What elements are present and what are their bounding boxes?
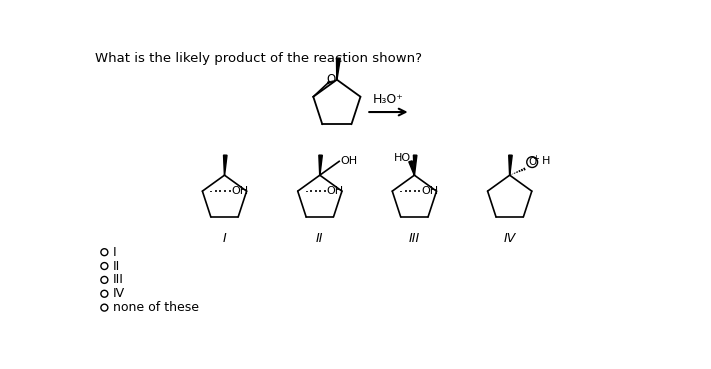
Polygon shape bbox=[319, 155, 322, 175]
Text: I: I bbox=[223, 232, 226, 245]
Text: H: H bbox=[542, 156, 550, 166]
Polygon shape bbox=[409, 161, 415, 175]
Text: +: + bbox=[533, 154, 540, 163]
Text: III: III bbox=[113, 273, 124, 286]
Text: II: II bbox=[113, 259, 120, 273]
Polygon shape bbox=[509, 155, 512, 175]
Text: none of these: none of these bbox=[113, 301, 199, 314]
Text: I: I bbox=[113, 246, 117, 259]
Text: IV: IV bbox=[113, 287, 125, 300]
Text: IV: IV bbox=[503, 232, 515, 245]
Polygon shape bbox=[223, 155, 227, 175]
Text: HO: HO bbox=[393, 153, 410, 163]
Text: OH: OH bbox=[231, 186, 248, 196]
Text: O: O bbox=[528, 157, 536, 167]
Text: OH: OH bbox=[421, 186, 438, 196]
Text: H₃O⁺: H₃O⁺ bbox=[373, 93, 404, 106]
Text: III: III bbox=[409, 232, 420, 245]
Polygon shape bbox=[413, 155, 417, 175]
Text: OH: OH bbox=[326, 186, 343, 196]
Polygon shape bbox=[336, 58, 341, 80]
Text: OH: OH bbox=[341, 156, 358, 166]
Text: II: II bbox=[316, 232, 324, 245]
Text: What is the likely product of the reaction shown?: What is the likely product of the reacti… bbox=[95, 52, 422, 65]
Text: O: O bbox=[326, 73, 335, 86]
